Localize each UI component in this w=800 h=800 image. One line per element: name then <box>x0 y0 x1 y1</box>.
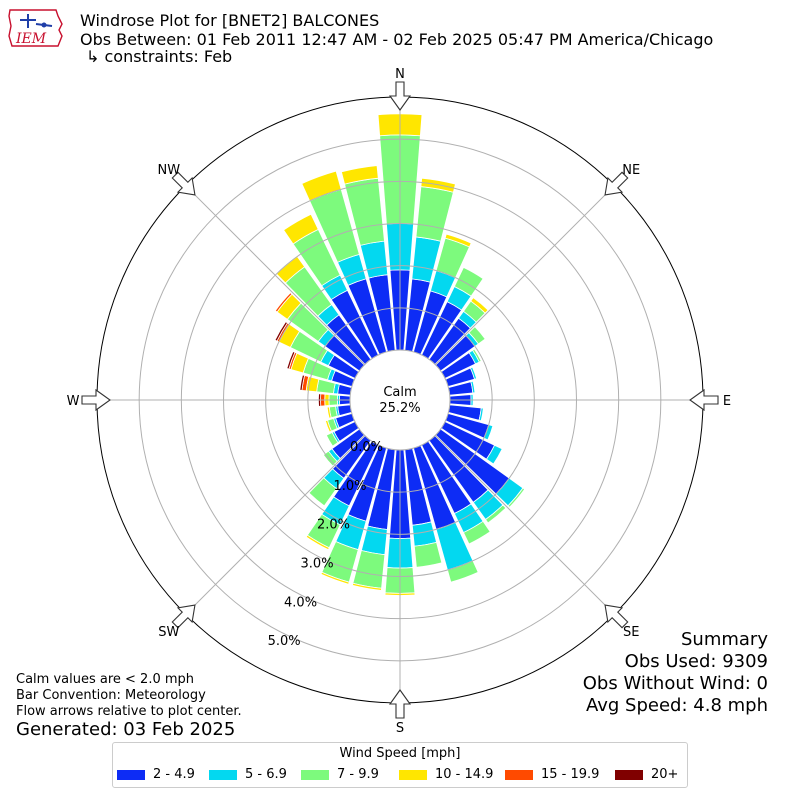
wind-bar <box>340 165 379 185</box>
wind-bar <box>308 477 338 507</box>
legend-swatch <box>117 769 145 780</box>
wind-bar <box>420 177 456 193</box>
wind-bar <box>478 407 484 422</box>
grid-circle <box>349 349 451 451</box>
flow-arrow-icon <box>81 388 111 412</box>
legend-item-1: 2 - 4.9 <box>117 767 195 783</box>
wind-bar <box>462 520 491 545</box>
legend-swatch <box>505 769 533 780</box>
radial-tick-label: 2.0% <box>317 518 350 533</box>
grid-spoke <box>435 435 615 615</box>
wind-bar <box>322 450 338 467</box>
wind-bar <box>468 326 486 345</box>
summary-obs-used: Obs Used: 9309 <box>624 651 768 672</box>
wind-bar <box>325 432 339 447</box>
flow-arrow-icon <box>171 604 196 629</box>
wind-bar <box>413 541 443 568</box>
flow-arrow-icon <box>171 171 196 196</box>
direction-label-se: SE <box>623 625 639 640</box>
legend-item-4: 10 - 14.9 <box>399 767 493 783</box>
wind-bar <box>411 521 438 547</box>
legend: Wind Speed [mph] 2 - 4.9 5 - 6.9 7 - 9.9… <box>112 742 688 788</box>
generated-date: Generated: 03 Feb 2025 <box>16 719 236 740</box>
wind-bar <box>286 350 296 370</box>
flow-arrow-icon <box>388 81 412 111</box>
legend-swatch <box>301 769 329 780</box>
wind-bar <box>326 406 332 419</box>
legend-item-3: 7 - 9.9 <box>301 767 379 783</box>
wind-bar <box>324 419 332 433</box>
calm-label: Calm <box>383 385 416 400</box>
radial-tick-label: 1.0% <box>333 479 366 494</box>
flow-arrow-icon <box>604 604 629 629</box>
legend-item-5: 15 - 19.9 <box>505 767 599 783</box>
wind-bar <box>352 550 386 589</box>
wind-bar <box>444 233 472 248</box>
wind-bar <box>485 444 503 465</box>
svg-text:IEM: IEM <box>15 31 47 47</box>
direction-label-nw: NW <box>157 163 180 178</box>
legend-title: Wind Speed [mph] <box>339 746 461 761</box>
wind-bar <box>472 348 482 363</box>
note-calm: Calm values are < 2.0 mph <box>16 672 195 687</box>
radial-tick-label: 4.0% <box>284 595 317 610</box>
note-flow: Flow arrows relative to plot center. <box>16 704 242 719</box>
grid-spoke <box>185 435 365 615</box>
flow-arrow-icon <box>689 388 719 412</box>
windrose-bars <box>274 113 526 596</box>
legend-item-6: 20+ <box>615 767 678 783</box>
direction-label-sw: SW <box>158 625 179 640</box>
flow-arrow-icon <box>604 171 629 196</box>
wind-bar <box>360 525 388 556</box>
legend-swatch <box>209 769 237 780</box>
wind-bar <box>415 186 454 242</box>
summary-avg-speed: Avg Speed: 4.8 mph <box>586 695 768 716</box>
flow-arrows <box>81 81 719 719</box>
chart-title: Windrose Plot for [BNET2] BALCONES <box>80 11 380 30</box>
legend-swatch <box>615 769 643 780</box>
wind-bar <box>469 366 478 380</box>
wind-bar <box>283 213 319 245</box>
wind-bar <box>351 582 382 591</box>
wind-bar <box>485 504 507 524</box>
wind-bar <box>274 321 288 342</box>
wind-bar <box>507 487 526 508</box>
direction-label-e: E <box>723 394 731 409</box>
iem-logo: IEM <box>6 6 64 50</box>
direction-label-w: W <box>67 394 80 409</box>
wind-bar <box>305 534 330 551</box>
wind-bar <box>470 380 476 394</box>
iem-logo-icon: IEM <box>8 9 63 47</box>
calm-percent: 25.2% <box>379 401 420 416</box>
radial-tick-label: 3.0% <box>301 556 334 571</box>
direction-label-s: S <box>396 721 404 736</box>
note-convention: Bar Convention: Meteorology <box>16 688 206 703</box>
legend-item-2: 5 - 6.9 <box>209 767 287 783</box>
radial-tick-label: 5.0% <box>268 634 301 649</box>
grid-spoke <box>435 185 615 365</box>
legend-swatch <box>399 769 427 780</box>
obs-between: Obs Between: 01 Feb 2011 12:47 AM - 02 F… <box>80 30 714 49</box>
wind-bar <box>320 571 350 585</box>
summary-heading: Summary <box>681 629 768 650</box>
direction-label-n: N <box>395 67 405 82</box>
wind-bar <box>470 297 489 314</box>
constraints: ↳ constraints: Feb <box>86 47 233 66</box>
summary-obs-without-wind: Obs Without Wind: 0 <box>582 673 768 694</box>
grid-spoke <box>185 185 365 365</box>
wind-bar <box>299 374 306 391</box>
flow-arrow-icon <box>388 689 412 719</box>
wind-bar <box>274 292 293 313</box>
direction-label-ne: NE <box>622 163 640 178</box>
radial-tick-label: 0.0% <box>350 440 383 455</box>
